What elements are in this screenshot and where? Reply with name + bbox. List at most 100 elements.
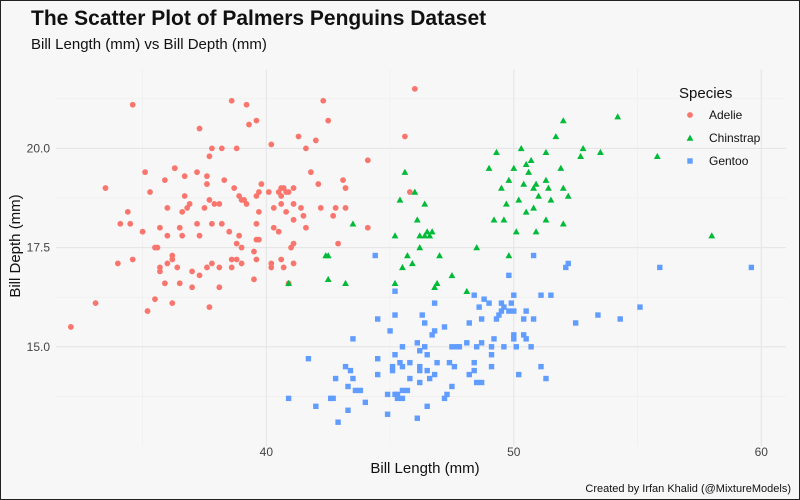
x-tick-label: 40	[260, 445, 274, 459]
point-gentoo	[441, 395, 448, 402]
point-adelie	[298, 204, 304, 211]
point-gentoo	[471, 359, 477, 366]
point-adelie	[278, 256, 285, 263]
point-adelie	[129, 256, 136, 263]
point-gentoo	[511, 308, 517, 314]
point-adelie	[196, 232, 203, 239]
point-adelie	[228, 97, 235, 104]
point-adelie	[189, 268, 196, 275]
point-chinstrap	[421, 200, 429, 207]
point-adelie	[176, 280, 183, 287]
point-gentoo	[389, 367, 396, 374]
point-adelie	[216, 264, 223, 271]
point-adelie	[179, 208, 186, 215]
point-adelie	[152, 296, 158, 303]
point-gentoo	[528, 344, 534, 350]
point-gentoo	[313, 403, 319, 410]
point-gentoo	[451, 363, 458, 370]
point-gentoo	[508, 300, 515, 306]
point-adelie	[364, 157, 371, 164]
point-adelie	[216, 201, 223, 207]
point-gentoo	[538, 292, 544, 298]
point-adelie	[332, 204, 339, 211]
point-adelie	[181, 193, 188, 199]
point-adelie	[243, 101, 250, 108]
point-gentoo	[342, 363, 349, 370]
point-gentoo	[617, 316, 623, 322]
point-gentoo	[449, 344, 455, 350]
point-gentoo	[345, 407, 351, 413]
point-adelie	[325, 117, 332, 124]
point-adelie	[127, 220, 134, 227]
point-chinstrap	[490, 216, 498, 223]
point-adelie	[290, 240, 297, 247]
point-gentoo	[657, 264, 663, 271]
point-chinstrap	[559, 117, 567, 124]
point-chinstrap	[517, 144, 525, 152]
point-chinstrap	[324, 275, 332, 283]
point-gentoo	[387, 328, 393, 334]
point-gentoo	[530, 316, 537, 322]
point-gentoo	[478, 379, 485, 386]
point-gentoo	[399, 344, 406, 350]
point-adelie	[320, 97, 327, 104]
point-gentoo	[431, 300, 438, 306]
x-tick-label: 60	[755, 445, 769, 459]
legend-title: Species	[679, 85, 732, 102]
point-adelie	[265, 189, 272, 195]
point-adelie	[295, 133, 302, 140]
point-gentoo	[513, 344, 519, 350]
point-chinstrap	[579, 144, 587, 152]
x-axis-title: Bill Length (mm)	[370, 460, 479, 477]
point-adelie	[268, 141, 275, 148]
point-gentoo	[392, 352, 398, 358]
point-adelie	[114, 260, 121, 267]
point-chinstrap	[708, 232, 716, 239]
point-chinstrap	[530, 184, 537, 191]
point-chinstrap	[498, 184, 505, 191]
point-gentoo	[362, 399, 369, 406]
point-adelie	[196, 125, 203, 132]
point-gentoo	[498, 308, 505, 314]
point-chinstrap	[515, 196, 523, 203]
point-adelie	[139, 228, 146, 235]
point-chinstrap	[416, 232, 424, 239]
point-adelie	[179, 232, 186, 239]
point-adelie	[303, 224, 309, 231]
point-chinstrap	[500, 216, 508, 223]
point-gentoo	[434, 359, 440, 366]
point-adelie	[342, 204, 349, 211]
point-adelie	[161, 280, 168, 287]
point-gentoo	[543, 375, 549, 382]
point-chinstrap	[530, 204, 537, 211]
point-gentoo	[595, 312, 601, 318]
y-tick-label: 15.0	[27, 340, 51, 354]
point-gentoo	[357, 387, 364, 394]
point-adelie	[201, 204, 208, 211]
point-adelie	[164, 232, 171, 239]
point-chinstrap	[413, 216, 421, 223]
point-adelie	[196, 272, 203, 279]
point-adelie	[129, 101, 136, 108]
point-gentoo	[466, 371, 472, 378]
point-gentoo	[399, 387, 406, 394]
point-adelie	[147, 189, 153, 195]
point-gentoo	[446, 359, 453, 366]
point-chinstrap	[557, 164, 565, 171]
point-adelie	[290, 216, 297, 223]
point-chinstrap	[391, 232, 399, 239]
point-gentoo	[431, 371, 438, 378]
point-adelie	[164, 260, 171, 267]
point-gentoo	[347, 367, 354, 374]
point-gentoo	[565, 260, 571, 267]
legend-key-gentoo	[687, 158, 693, 164]
point-adelie	[233, 256, 240, 263]
point-adelie	[231, 185, 238, 191]
point-gentoo	[372, 252, 378, 259]
point-adelie	[218, 145, 225, 152]
point-chinstrap	[510, 164, 518, 171]
point-adelie	[181, 173, 188, 180]
point-gentoo	[350, 336, 356, 342]
legend-label-gentoo: Gentoo	[709, 154, 749, 168]
